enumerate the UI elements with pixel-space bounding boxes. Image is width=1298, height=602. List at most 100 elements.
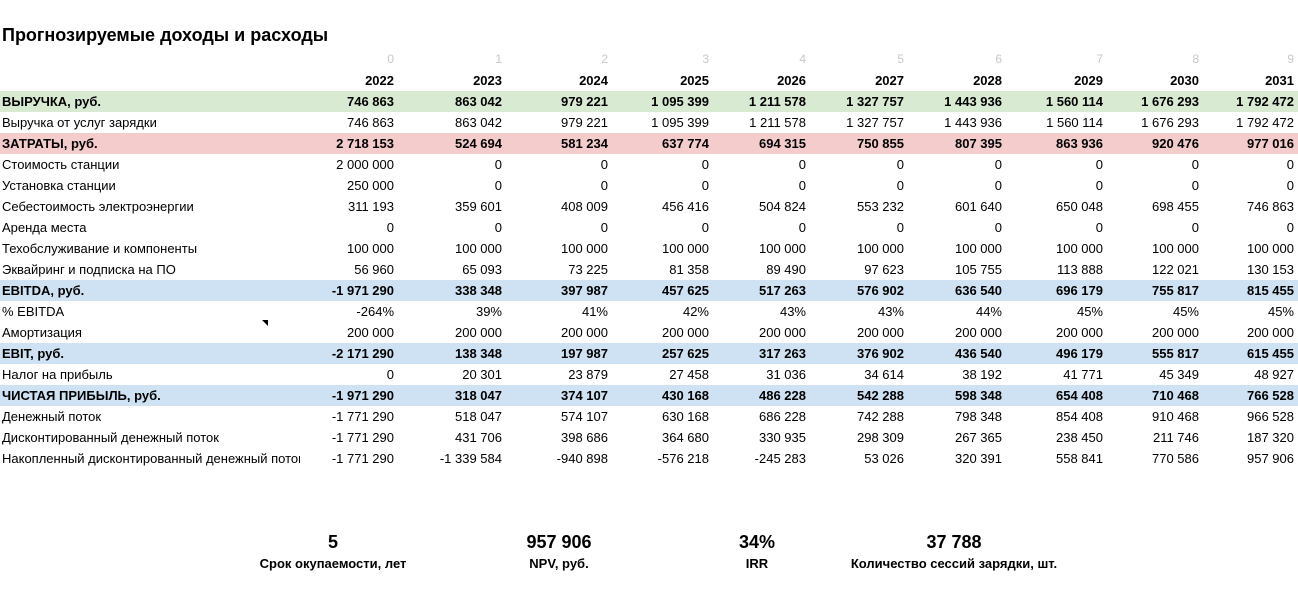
cell-value[interactable]: 574 107: [561, 409, 608, 424]
cell-value[interactable]: 486 228: [713, 385, 810, 406]
cell-value[interactable]: 408 009: [561, 199, 608, 214]
cell-value[interactable]: 100 000: [347, 241, 394, 256]
cell-value[interactable]: -1 971 290: [300, 385, 398, 406]
cell-value[interactable]: 863 936: [1006, 133, 1107, 154]
cell-value[interactable]: 746 863: [1247, 199, 1294, 214]
cell-value[interactable]: 65 093: [462, 262, 502, 277]
cell-value[interactable]: 746 863: [300, 91, 398, 112]
cell-value[interactable]: 1 676 293: [1107, 91, 1203, 112]
cell-value[interactable]: 854 408: [1056, 409, 1103, 424]
cell-value[interactable]: -576 218: [657, 451, 709, 466]
cell-value[interactable]: -1 771 290: [331, 430, 394, 445]
cell-value[interactable]: 100 000: [1056, 241, 1103, 256]
cell-value[interactable]: 200 000: [955, 325, 1002, 340]
cell-value[interactable]: 1 443 936: [908, 91, 1006, 112]
cell-value[interactable]: 576 902: [810, 280, 908, 301]
cell-value[interactable]: 0: [994, 220, 1002, 235]
cell-value[interactable]: 0: [1095, 157, 1103, 172]
cell-value[interactable]: 6: [995, 52, 1002, 66]
cell-value[interactable]: 0: [896, 220, 904, 235]
cell-value[interactable]: 0: [494, 220, 502, 235]
cell-value[interactable]: 200 000: [1152, 325, 1199, 340]
cell-value[interactable]: 298 309: [857, 430, 904, 445]
cell-value[interactable]: 31 036: [766, 367, 806, 382]
row-label[interactable]: Выручка от услуг зарядки: [2, 115, 157, 130]
cell-value[interactable]: 44%: [975, 304, 1002, 319]
cell-value[interactable]: 38 192: [962, 367, 1002, 382]
cell-value[interactable]: 504 824: [759, 199, 806, 214]
cell-value[interactable]: 398 686: [561, 430, 608, 445]
cell-value[interactable]: 8: [1192, 52, 1199, 66]
cell-value[interactable]: 41 771: [1063, 367, 1103, 382]
cell-value[interactable]: 770 586: [1152, 451, 1199, 466]
cell-value[interactable]: 436 540: [908, 343, 1006, 364]
cell-value[interactable]: 1 443 936: [944, 115, 1002, 130]
cell-value[interactable]: 0: [994, 157, 1002, 172]
cell-value[interactable]: 957 906: [1247, 451, 1294, 466]
row-label[interactable]: [0, 70, 300, 91]
cell-value[interactable]: 200 000: [857, 325, 904, 340]
cell-value[interactable]: 553 232: [857, 199, 904, 214]
cell-value[interactable]: 430 168: [612, 385, 713, 406]
cell-value[interactable]: 0: [386, 220, 394, 235]
cell-value[interactable]: 920 476: [1107, 133, 1203, 154]
cell-value[interactable]: 5: [897, 52, 904, 66]
cell-value[interactable]: 1 327 757: [846, 115, 904, 130]
cell-value[interactable]: 555 817: [1107, 343, 1203, 364]
cell-value[interactable]: 815 455: [1203, 280, 1298, 301]
row-label[interactable]: Аренда места: [2, 220, 87, 235]
cell-value[interactable]: -940 898: [556, 451, 608, 466]
row-label[interactable]: Денежный поток: [2, 409, 102, 424]
cell-value[interactable]: 43%: [877, 304, 904, 319]
cell-value[interactable]: 89 490: [766, 262, 806, 277]
cell-value[interactable]: 746 863: [347, 115, 394, 130]
row-label[interactable]: Техобслуживание и компоненты: [2, 241, 198, 256]
row-label[interactable]: Эквайринг и подписка на ПО: [2, 262, 176, 277]
row-label[interactable]: Установка станции: [2, 178, 116, 193]
cell-value[interactable]: 317 263: [713, 343, 810, 364]
cell-value[interactable]: 0: [798, 157, 806, 172]
cell-value[interactable]: 601 640: [955, 199, 1002, 214]
cell-value[interactable]: -1 771 290: [331, 409, 394, 424]
cell-value[interactable]: 2026: [777, 73, 806, 88]
cell-value[interactable]: 598 348: [908, 385, 1006, 406]
cell-value[interactable]: 320 391: [955, 451, 1002, 466]
cell-value[interactable]: 138 348: [398, 343, 506, 364]
cell-value[interactable]: 0: [1191, 178, 1199, 193]
cell-value[interactable]: 122 021: [1152, 262, 1199, 277]
cell-value[interactable]: 364 680: [662, 430, 709, 445]
cell-value[interactable]: 694 315: [713, 133, 810, 154]
row-label[interactable]: ЧИСТАЯ ПРИБЫЛЬ, руб.: [0, 385, 300, 406]
cell-value[interactable]: 20 301: [462, 367, 502, 382]
cell-value[interactable]: 200 000: [1056, 325, 1103, 340]
cell-value[interactable]: 0: [701, 220, 709, 235]
cell-value[interactable]: 630 168: [662, 409, 709, 424]
cell-value[interactable]: 267 365: [955, 430, 1002, 445]
cell-value[interactable]: 81 358: [669, 262, 709, 277]
cell-value[interactable]: 524 694: [398, 133, 506, 154]
cell-value[interactable]: 558 841: [1056, 451, 1103, 466]
cell-value[interactable]: 979 221: [506, 91, 612, 112]
cell-value[interactable]: 311 193: [347, 199, 394, 214]
cell-value[interactable]: 0: [896, 157, 904, 172]
row-label[interactable]: ЗАТРАТЫ, руб.: [0, 133, 300, 154]
row-label[interactable]: Стоимость станции: [2, 157, 120, 172]
cell-value[interactable]: 211 746: [1152, 430, 1199, 445]
cell-value[interactable]: 1 560 114: [1046, 115, 1103, 130]
cell-value[interactable]: 187 320: [1247, 430, 1294, 445]
cell-value[interactable]: 1 211 578: [749, 115, 806, 130]
cell-value[interactable]: 910 468: [1152, 409, 1199, 424]
cell-value[interactable]: 376 902: [810, 343, 908, 364]
cell-value[interactable]: -2 171 290: [300, 343, 398, 364]
row-label[interactable]: EBIT, руб.: [0, 343, 300, 364]
cell-value[interactable]: 197 987: [506, 343, 612, 364]
cell-value[interactable]: 755 817: [1107, 280, 1203, 301]
cell-value[interactable]: 686 228: [759, 409, 806, 424]
cell-value[interactable]: 200 000: [662, 325, 709, 340]
cell-value[interactable]: 257 625: [612, 343, 713, 364]
cell-value[interactable]: 100 000: [759, 241, 806, 256]
row-label[interactable]: ВЫРУЧКА, руб.: [0, 91, 300, 112]
cell-value[interactable]: 0: [386, 367, 394, 382]
cell-value[interactable]: 0: [701, 178, 709, 193]
cell-value[interactable]: 0: [1191, 220, 1199, 235]
